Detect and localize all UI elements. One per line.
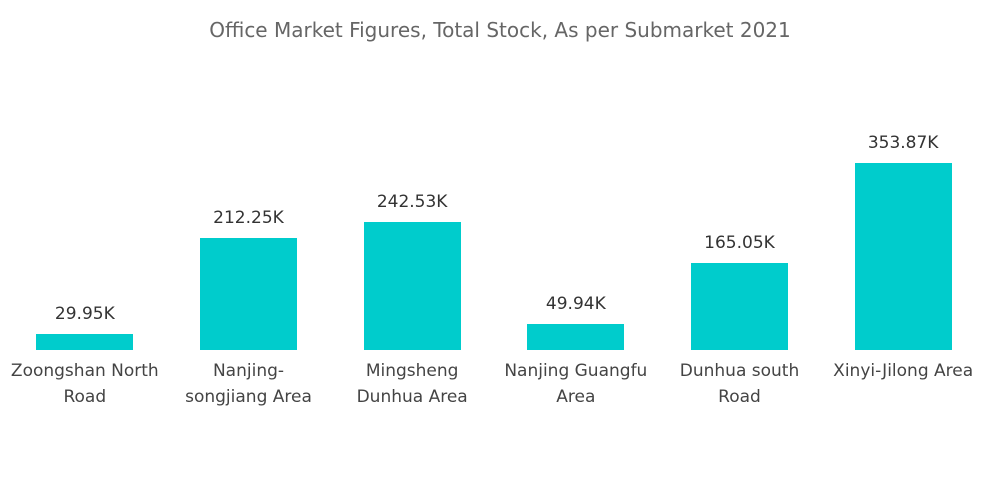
x-tick-label: Zoongshan North Road [10, 361, 159, 407]
x-tick-label: Nanjing Guangfu Area [504, 361, 648, 407]
data-label: 242.53K [376, 191, 448, 212]
bar [200, 237, 297, 350]
bar [691, 262, 788, 350]
bar [36, 334, 134, 350]
data-label: 212.25K [213, 207, 284, 228]
x-tick-label: Xinyi-Jilong Area [833, 361, 974, 381]
data-label: 49.94K [545, 293, 606, 314]
data-label: 353.87K [867, 133, 939, 153]
x-tick-label: Nanjing-songjiang Area [185, 361, 312, 407]
x-tick-label: Mingsheng Dunhua Area [356, 361, 468, 407]
bar [363, 221, 461, 350]
data-label: 165.05K [704, 232, 775, 253]
x-tick-label: Dunhua south Road [679, 361, 800, 407]
bar [854, 163, 952, 350]
bar [527, 323, 625, 350]
data-label: 29.95K [54, 304, 115, 325]
chart-title: Office Market Figures, Total Stock, As p… [209, 18, 791, 42]
